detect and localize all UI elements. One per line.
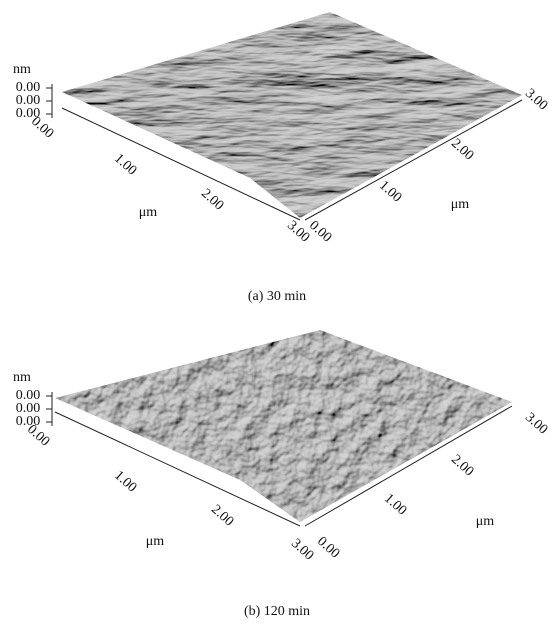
y-tick-label: 0.00 bbox=[314, 534, 342, 562]
y-axis-label: μm bbox=[476, 514, 495, 529]
x-axis-label: μm bbox=[146, 534, 165, 549]
surface-a bbox=[0, 0, 554, 240]
y-tick-label: 3.00 bbox=[522, 86, 550, 114]
y-tick-label: 1.00 bbox=[376, 178, 404, 206]
caption: (a) 30 min bbox=[248, 289, 306, 304]
z-axis-label: nm bbox=[13, 370, 31, 385]
y-tick-label: 2.00 bbox=[448, 452, 476, 480]
x-tick-label: 1.00 bbox=[111, 151, 139, 179]
x-tick-label: 3.00 bbox=[284, 218, 312, 246]
caption: (b) 120 min bbox=[244, 604, 310, 619]
x-axis-label: μm bbox=[139, 205, 158, 220]
x-tick-label: 2.00 bbox=[208, 502, 236, 530]
y-tick-label: 0.00 bbox=[306, 218, 334, 246]
x-tick-label: 1.00 bbox=[111, 468, 139, 496]
figure: nm0.000.000.000.001.002.003.000.001.002.… bbox=[0, 0, 554, 628]
y-tick-label: 2.00 bbox=[448, 136, 476, 164]
x-tick-label: 2.00 bbox=[198, 186, 226, 214]
z-axis-label: nm bbox=[13, 62, 31, 77]
x-tick-label: 3.00 bbox=[288, 536, 316, 564]
y-tick-label: 1.00 bbox=[381, 491, 409, 519]
y-tick-label: 3.00 bbox=[522, 410, 550, 438]
y-axis-label: μm bbox=[451, 197, 470, 212]
